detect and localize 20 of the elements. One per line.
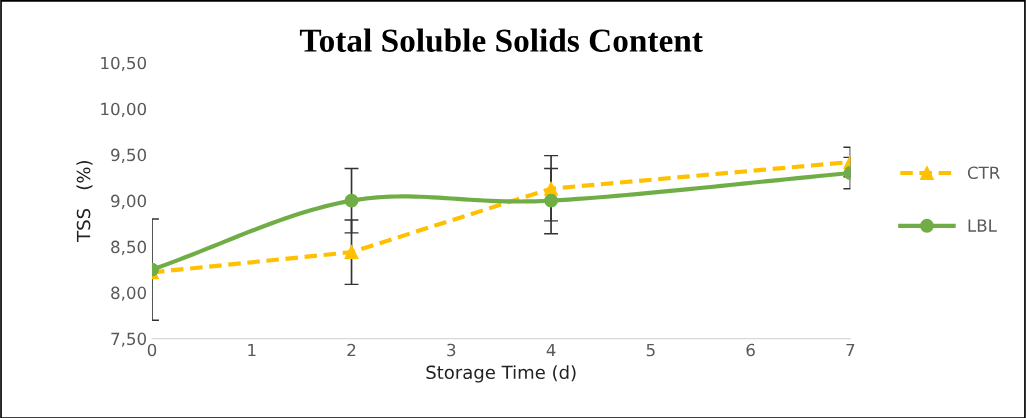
x-tick-label: 3 <box>447 343 456 357</box>
y-tick-label: 9,00 <box>111 194 147 209</box>
x-tick-label: 0 <box>147 343 157 357</box>
x-tick-label: 5 <box>646 343 655 357</box>
legend-label: LBL <box>968 219 997 232</box>
legend-label: CTR <box>967 166 1000 180</box>
x-tick-label: 2 <box>347 343 356 357</box>
y-tick-label: 8,00 <box>111 286 147 301</box>
x-tick-label: 1 <box>248 343 256 357</box>
y-tick-label: 7,50 <box>111 332 147 347</box>
y-axis-title: TSS (%) <box>76 160 93 242</box>
y-tick-label: 10,50 <box>101 56 147 71</box>
y-tick-label: 9,50 <box>111 148 147 163</box>
x-axis-title: Storage Time (d) <box>426 365 576 383</box>
y-tick-label: 10,00 <box>101 102 147 117</box>
x-tick-label: 6 <box>746 343 755 357</box>
x-tick-label: 7 <box>846 343 855 357</box>
chart-title: Total Soluble Solids Content <box>299 28 703 52</box>
x-tick-label: 4 <box>546 343 556 357</box>
y-tick-label: 8,50 <box>111 240 147 255</box>
